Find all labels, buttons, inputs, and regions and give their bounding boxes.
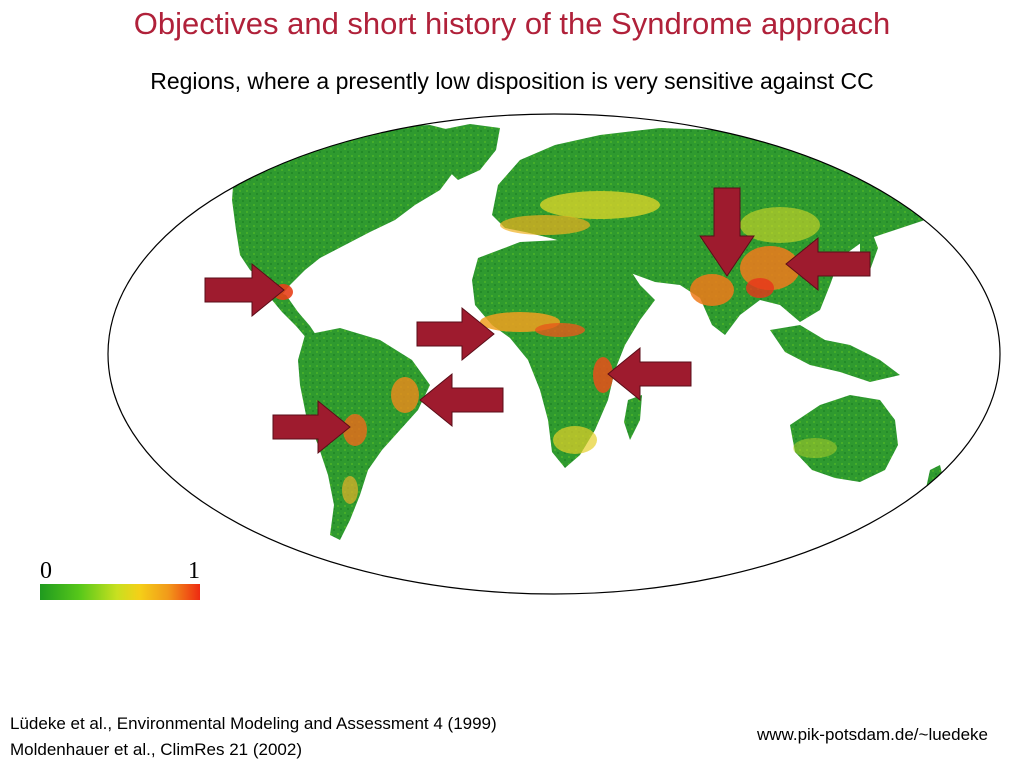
slide-subtitle: Regions, where a presently low dispositi…: [150, 68, 874, 94]
arrow-china: [785, 236, 871, 292]
legend-color-bar: [40, 584, 200, 600]
arrow-west-africa: [416, 306, 495, 362]
new-zealand-land: [926, 465, 944, 500]
greenland-land: [430, 124, 500, 180]
reference-moldenhauer: Moldenhauer et al., ClimRes 21 (2002): [10, 740, 302, 759]
arrow-india: [699, 187, 755, 277]
slide-title: Objectives and short history of the Synd…: [133, 6, 891, 41]
color-legend: 0 1: [40, 558, 200, 602]
arrow-bolivia: [272, 399, 351, 455]
australia-land: [790, 395, 898, 482]
map-outline: [107, 113, 1001, 595]
africa-land: [472, 240, 655, 468]
legend-min-label: 0: [40, 558, 52, 584]
central-america-land: [270, 290, 318, 340]
arrow-central-america: [204, 262, 285, 318]
reference-ludeke: Lüdeke et al., Environmental Modeling an…: [10, 714, 497, 733]
hotspot-regions: [273, 191, 837, 504]
north-america-land: [232, 125, 470, 300]
southeast-asia-islands-land: [770, 325, 900, 382]
legend-max-label: 1: [188, 558, 200, 584]
arrow-brazil: [419, 372, 504, 428]
arrow-east-africa: [607, 346, 692, 402]
madagascar-land: [624, 395, 642, 440]
website-url: www.pik-potsdam.de/~luedeke: [756, 725, 988, 744]
